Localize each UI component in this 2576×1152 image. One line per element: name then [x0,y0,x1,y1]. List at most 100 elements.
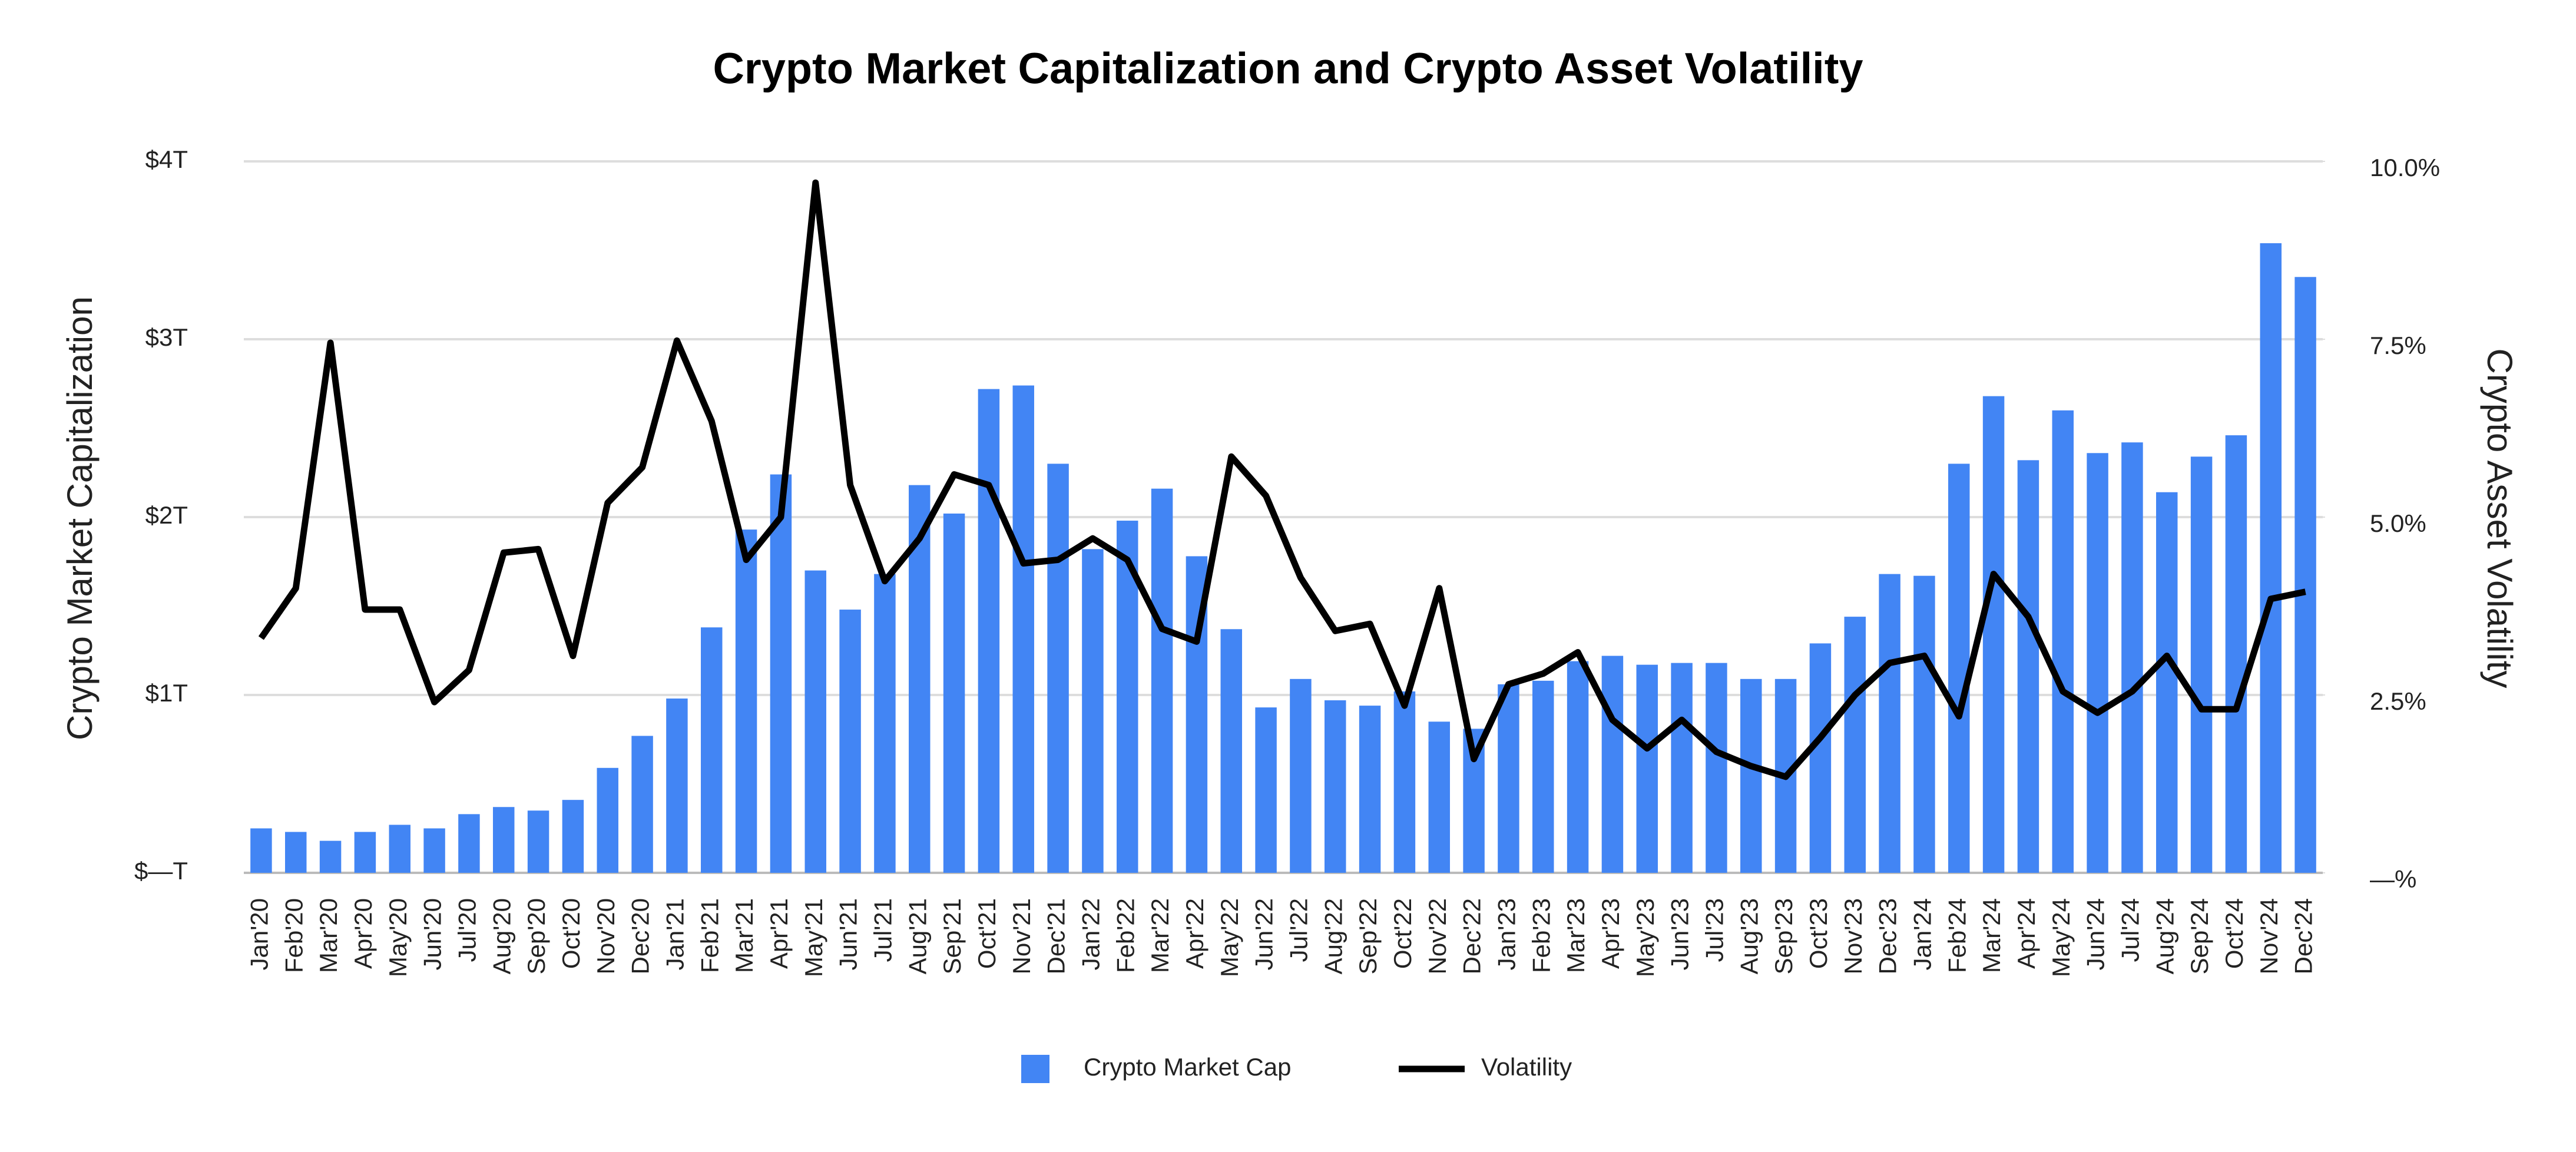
x-tick-label: Feb'22 [1111,898,1139,973]
bar [1428,721,1450,873]
bar [1982,396,2005,873]
y2-tick-label: 10.0% [2370,154,2440,181]
bar [562,800,584,873]
bar [1393,691,1416,873]
bar [631,736,653,873]
bar [2017,460,2039,873]
bar [839,610,861,873]
x-tick-label: Nov'20 [592,898,620,974]
bar [597,767,618,873]
x-tick-label: Nov'22 [1423,898,1451,974]
legend-swatch [1021,1055,1049,1083]
x-tick-label: Jun'22 [1250,898,1278,970]
x-tick-label: Jun'21 [835,898,862,970]
bar [666,699,688,873]
x-tick-label: Jul'20 [453,898,481,962]
x-tick-label: Jun'20 [419,898,446,970]
bar [735,529,757,873]
y2-tick-label: 7.5% [2370,332,2426,359]
bar [389,825,410,873]
bar [1498,684,1519,873]
bar [1567,661,1589,873]
x-tick-label: Mar'22 [1146,898,1174,973]
x-tick-label: Oct'20 [557,898,585,969]
bar [1532,680,1554,873]
bar [319,840,342,873]
bar [493,807,515,873]
x-tick-label: Jan'24 [1909,898,1936,970]
y2-axis-title: Crypto Asset Volatility [2480,349,2519,688]
bar [1601,656,1624,873]
bar [1325,700,1346,873]
bar [354,832,376,873]
x-tick-label: May'24 [2047,898,2075,977]
bar [1255,707,1277,873]
bar [1844,617,1866,873]
x-tick-label: Aug'22 [1319,898,1347,974]
x-tick-label: Jun'24 [2082,898,2110,970]
bar [804,570,826,873]
x-tick-label: Nov'21 [1008,898,1035,974]
x-tick-label: Jul'24 [2117,898,2144,962]
x-tick-label: Jan'22 [1077,898,1105,970]
x-tick-label: Oct'23 [1804,898,1832,969]
x-tick-label: Feb'20 [280,898,307,973]
y-tick-label: $1T [145,679,188,707]
y-tick-label: $2T [145,501,188,529]
x-tick-label: Sep'21 [938,898,966,974]
x-tick-label: Oct'21 [973,898,1001,969]
x-tick-label: Sep'24 [2186,898,2213,974]
x-tick-label: Oct'24 [2220,898,2248,969]
bar [978,389,1000,873]
bar [527,810,549,873]
bar [285,832,307,873]
x-tick-label: Aug'24 [2151,898,2178,974]
x-tick-label: Sep'20 [522,898,550,974]
x-tick-label: Mar'24 [1978,898,2005,973]
bar [1359,706,1381,873]
x-tick-label: Jan'23 [1493,898,1521,970]
bar [2052,410,2074,873]
x-tick-label: Feb'23 [1527,898,1555,973]
legend-label: Crypto Market Cap [1084,1053,1291,1081]
x-tick-label: Apr'20 [349,898,377,969]
chart-title: Crypto Market Capitalization and Crypto … [713,44,1863,93]
x-tick-label: Mar'23 [1562,898,1590,973]
bar [1220,629,1242,873]
x-tick-label: Dec'22 [1458,898,1486,974]
x-tick-label: Apr'21 [765,898,793,969]
x-tick-label: Mar'20 [314,898,342,973]
bar [458,814,480,873]
x-tick-label: Jul'21 [869,898,897,962]
x-tick-label: Jan'21 [661,898,689,970]
bar [1809,643,1832,873]
bar [943,513,965,873]
y-tick-label: $—T [134,857,188,885]
bar [770,474,792,873]
x-tick-label: May'22 [1216,898,1243,977]
x-tick-label: Apr'22 [1181,898,1208,969]
x-tick-label: Dec'23 [1874,898,1902,974]
bar [874,574,896,873]
y2-tick-label: 2.5% [2370,687,2426,715]
bar [1151,488,1173,873]
x-tick-label: Dec'21 [1042,898,1070,974]
bar [1671,663,1693,873]
bar [2294,277,2316,873]
bar [701,627,723,873]
bar [423,828,445,873]
x-tick-label: Nov'23 [1839,898,1867,974]
bar [1948,464,1970,873]
bar [1913,575,1935,873]
x-tick-label: May'20 [384,898,412,977]
y2-tick-label: —% [2370,865,2416,893]
y2-tick-label: 5.0% [2370,509,2426,537]
bar [1290,678,1312,873]
x-tick-label: Sep'23 [1770,898,1797,974]
x-tick-label: Aug'23 [1735,898,1763,974]
bar [2190,456,2213,873]
y-axis-title: Crypto Market Capitalization [60,296,100,740]
y-tick-label: $3T [145,323,188,351]
